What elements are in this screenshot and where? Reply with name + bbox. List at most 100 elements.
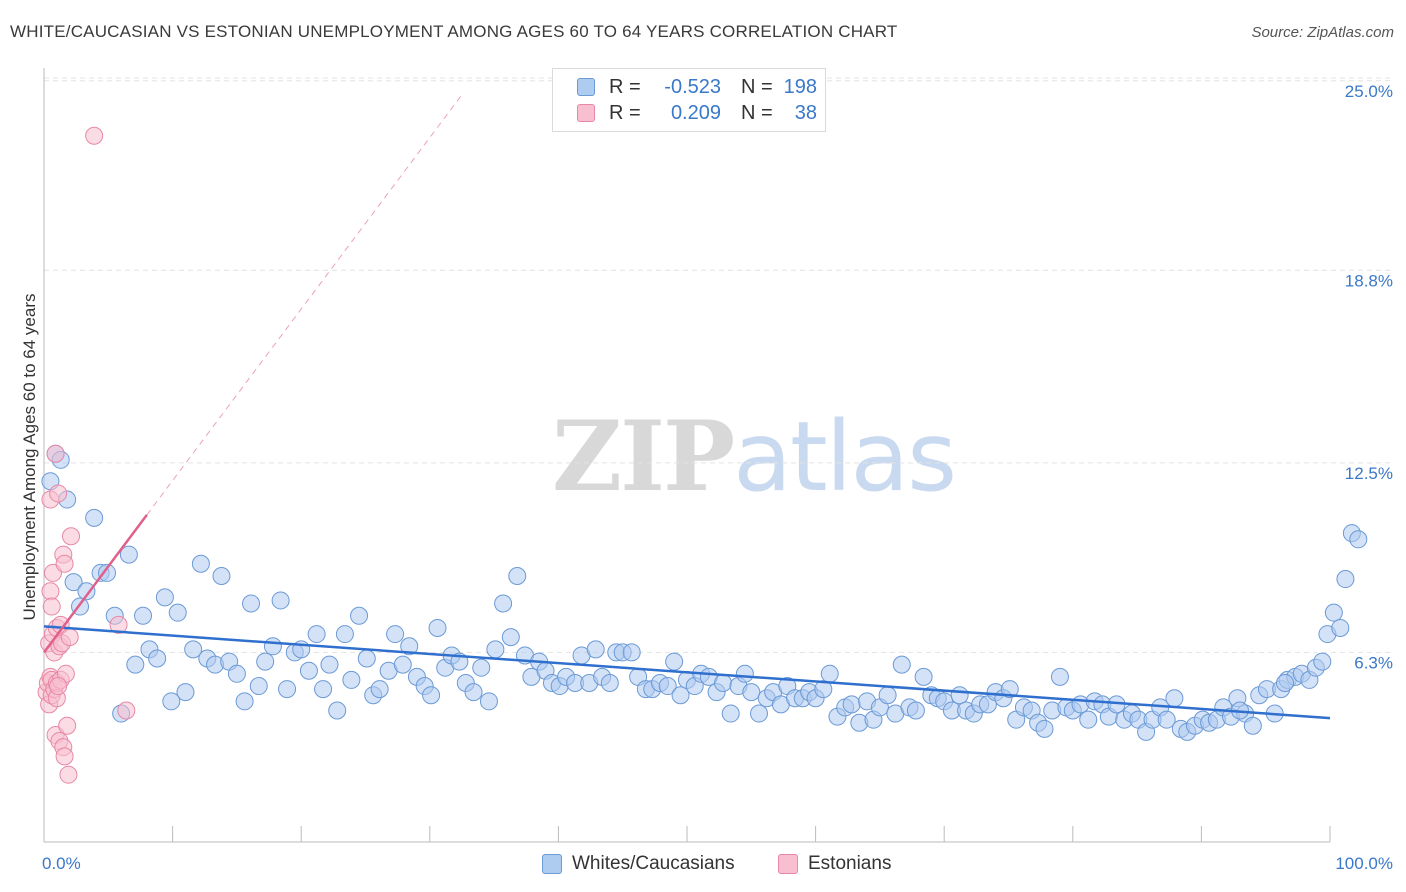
data-point-whites xyxy=(494,594,513,613)
data-point-whites xyxy=(77,582,96,601)
data-point-whites xyxy=(892,655,911,674)
legend-n-value: 198 xyxy=(783,75,817,98)
legend-r-label: R = xyxy=(609,101,641,124)
data-point-whites xyxy=(335,625,354,644)
bottom-legend-label: Whites/Caucasians xyxy=(572,853,735,874)
data-point-whites xyxy=(191,554,210,573)
data-point-estonians xyxy=(58,716,77,735)
data-point-whites xyxy=(714,673,733,692)
data-point-whites xyxy=(64,573,83,592)
data-point-whites xyxy=(820,664,839,683)
data-point-whites xyxy=(422,686,441,705)
data-point-whites xyxy=(814,680,833,699)
y-tick-label: 12.5% xyxy=(1345,464,1393,483)
y-tick-labels: 6.3% 12.5% 18.8% 25.0% xyxy=(1345,82,1393,673)
data-point-whites xyxy=(249,677,268,696)
data-point-whites xyxy=(586,640,605,659)
trend-extended xyxy=(146,92,464,516)
data-point-whites xyxy=(119,545,138,564)
data-point-whites xyxy=(212,566,231,585)
legend-row-whites: R = -0.523 N = 198 xyxy=(577,75,817,99)
data-point-whites xyxy=(658,677,677,696)
x-tick-labels: 0.0% 100.0% xyxy=(42,854,1393,873)
data-point-whites xyxy=(1157,710,1176,729)
data-point-whites xyxy=(501,628,520,647)
bottom-legend-estonians: Estonians xyxy=(778,852,891,876)
x-tick-label: 100.0% xyxy=(1335,854,1393,873)
grid xyxy=(44,77,1393,653)
data-point-whites xyxy=(350,606,369,625)
legend-n-label: N = xyxy=(741,101,773,124)
data-point-whites xyxy=(842,695,861,714)
data-point-whites xyxy=(1000,680,1019,699)
data-point-whites xyxy=(400,637,419,656)
data-point-whites xyxy=(1165,689,1184,708)
data-point-whites xyxy=(428,618,447,637)
data-point-whites xyxy=(320,655,339,674)
data-point-whites xyxy=(176,683,195,702)
legend-r-value: 0.209 xyxy=(670,101,721,124)
data-point-estonians xyxy=(49,484,68,503)
legend-row-estonians: R = 0.209 N = 38 xyxy=(577,101,817,125)
data-point-whites xyxy=(184,640,203,659)
data-point-whites xyxy=(914,667,933,686)
data-point-whites xyxy=(278,680,297,699)
data-point-whites xyxy=(85,508,104,527)
data-point-estonians xyxy=(41,582,60,601)
data-point-estonians xyxy=(42,597,61,616)
watermark-atlas: atlas xyxy=(733,401,957,513)
data-point-estonians xyxy=(55,554,74,573)
data-point-whites xyxy=(1275,673,1294,692)
data-point-whites xyxy=(1331,618,1350,637)
data-point-whites xyxy=(1313,652,1332,671)
data-point-whites xyxy=(386,625,405,644)
bottom-legend-swatch-blue xyxy=(542,854,562,874)
legend-swatch-pink xyxy=(577,104,595,122)
y-tick-label: 18.8% xyxy=(1345,271,1393,290)
watermark: ZIPatlas xyxy=(552,400,957,513)
data-point-estonians xyxy=(55,747,74,766)
data-point-whites xyxy=(1349,530,1368,549)
trend-line-whites xyxy=(43,625,1331,720)
data-point-whites xyxy=(906,701,925,720)
data-point-estonians xyxy=(117,701,136,720)
data-point-estonians xyxy=(59,765,78,784)
data-point-whites xyxy=(464,683,483,702)
data-point-whites xyxy=(328,701,347,720)
data-point-whites xyxy=(307,625,326,644)
data-point-whites xyxy=(168,603,187,622)
bottom-legend-whites: Whites/Caucasians xyxy=(542,852,735,876)
data-point-whites xyxy=(508,566,527,585)
data-point-whites xyxy=(600,673,619,692)
data-point-whites xyxy=(671,686,690,705)
data-point-whites xyxy=(134,606,153,625)
data-point-whites xyxy=(299,661,318,680)
data-point-whites xyxy=(1079,710,1098,729)
data-point-whites xyxy=(242,594,261,613)
data-point-whites xyxy=(1336,570,1355,589)
trend-line-estonians-extended xyxy=(146,92,464,516)
data-point-estonians xyxy=(60,628,79,647)
data-point-whites xyxy=(263,637,282,656)
trend-lines xyxy=(42,514,1331,720)
y-tick-label: 6.3% xyxy=(1354,653,1393,672)
data-point-whites xyxy=(235,692,254,711)
bottom-legend-swatch-pink xyxy=(778,854,798,874)
series-estonians-points xyxy=(37,126,136,784)
data-point-whites xyxy=(1243,716,1262,735)
y-tick-label: 25.0% xyxy=(1345,82,1393,101)
bottom-legend-label: Estonians xyxy=(808,853,892,874)
data-point-whites xyxy=(735,664,754,683)
data-point-whites xyxy=(155,588,174,607)
data-point-whites xyxy=(622,643,641,662)
legend-r-value: -0.523 xyxy=(664,75,721,98)
data-point-estonians xyxy=(49,677,68,696)
legend-swatch-blue xyxy=(577,78,595,96)
data-point-whites xyxy=(1035,719,1054,738)
trend-line-estonians xyxy=(42,514,148,654)
source-label: Source: ZipAtlas.com xyxy=(1251,24,1394,41)
correlation-legend: R = -0.523 N = 198 R = 0.209 N = 38 xyxy=(552,68,826,132)
data-point-whites xyxy=(1324,603,1343,622)
y-axis-label: Unemployment Among Ages 60 to 64 years xyxy=(20,294,39,621)
